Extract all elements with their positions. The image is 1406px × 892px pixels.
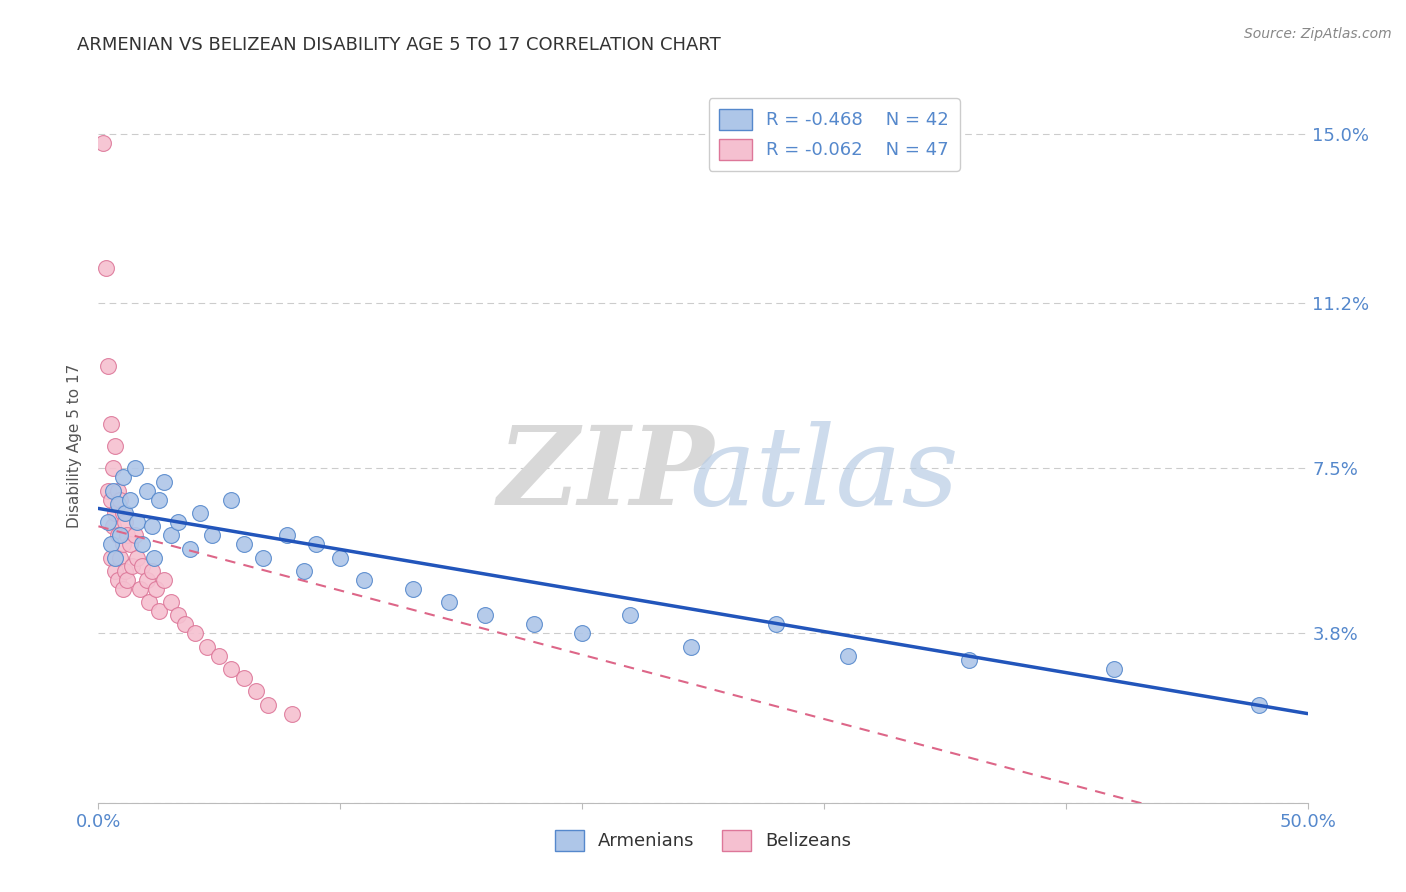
Point — [100, 537, 122, 551]
Point — [474, 608, 496, 623]
Point — [107, 483, 129, 498]
Point — [107, 497, 129, 511]
Point — [305, 537, 328, 551]
Point — [148, 492, 170, 507]
Point — [179, 541, 201, 556]
Point — [124, 461, 146, 475]
Point — [108, 528, 131, 542]
Point — [152, 573, 174, 587]
Point — [97, 515, 120, 529]
Point — [619, 608, 641, 623]
Point — [101, 461, 124, 475]
Point — [117, 573, 139, 587]
Point — [148, 604, 170, 618]
Point — [167, 515, 190, 529]
Point — [523, 617, 546, 632]
Point — [208, 648, 231, 663]
Point — [118, 537, 141, 551]
Point — [252, 550, 274, 565]
Point — [135, 573, 157, 587]
Point — [111, 537, 134, 551]
Point — [145, 582, 167, 596]
Point — [91, 136, 114, 150]
Point — [353, 573, 375, 587]
Text: atlas: atlas — [689, 421, 959, 528]
Point — [292, 564, 315, 578]
Point — [104, 564, 127, 578]
Point — [100, 492, 122, 507]
Point — [128, 582, 150, 596]
Legend: Armenians, Belizeans: Armenians, Belizeans — [548, 822, 858, 858]
Point — [765, 617, 787, 632]
Point — [160, 595, 183, 609]
Point — [329, 550, 352, 565]
Point — [108, 550, 131, 565]
Point — [135, 483, 157, 498]
Point — [117, 528, 139, 542]
Point — [281, 706, 304, 721]
Point — [111, 470, 134, 484]
Point — [101, 483, 124, 498]
Point — [111, 506, 134, 520]
Point — [108, 492, 131, 507]
Text: Source: ZipAtlas.com: Source: ZipAtlas.com — [1244, 27, 1392, 41]
Point — [97, 359, 120, 373]
Point — [221, 662, 243, 676]
Point — [104, 439, 127, 453]
Point — [160, 528, 183, 542]
Point — [141, 519, 163, 533]
Point — [114, 564, 136, 578]
Point — [118, 492, 141, 507]
Point — [957, 653, 980, 667]
Point — [1102, 662, 1125, 676]
Point — [121, 559, 143, 574]
Point — [100, 417, 122, 431]
Point — [188, 506, 211, 520]
Point — [174, 617, 197, 632]
Point — [402, 582, 425, 596]
Point — [245, 684, 267, 698]
Point — [167, 608, 190, 623]
Point — [124, 528, 146, 542]
Point — [152, 475, 174, 489]
Point — [114, 506, 136, 520]
Y-axis label: Disability Age 5 to 17: Disability Age 5 to 17 — [67, 364, 83, 528]
Point — [571, 626, 593, 640]
Point — [138, 595, 160, 609]
Point — [276, 528, 298, 542]
Point — [437, 595, 460, 609]
Point — [131, 559, 153, 574]
Point — [256, 698, 278, 712]
Point — [127, 515, 149, 529]
Point — [107, 573, 129, 587]
Point — [232, 671, 254, 685]
Point — [104, 550, 127, 565]
Point — [221, 492, 243, 507]
Point — [127, 550, 149, 565]
Point — [94, 260, 117, 275]
Point — [143, 550, 166, 565]
Point — [101, 519, 124, 533]
Point — [837, 648, 859, 663]
Text: ZIP: ZIP — [498, 421, 714, 528]
Point — [1249, 698, 1271, 712]
Point — [201, 528, 224, 542]
Point — [232, 537, 254, 551]
Point — [107, 528, 129, 542]
Point — [141, 564, 163, 578]
Point — [131, 537, 153, 551]
Text: ARMENIAN VS BELIZEAN DISABILITY AGE 5 TO 17 CORRELATION CHART: ARMENIAN VS BELIZEAN DISABILITY AGE 5 TO… — [77, 36, 721, 54]
Point — [195, 640, 218, 654]
Point — [100, 550, 122, 565]
Point — [104, 506, 127, 520]
Point — [679, 640, 702, 654]
Point — [111, 582, 134, 596]
Point — [97, 483, 120, 498]
Point — [114, 515, 136, 529]
Point — [184, 626, 207, 640]
